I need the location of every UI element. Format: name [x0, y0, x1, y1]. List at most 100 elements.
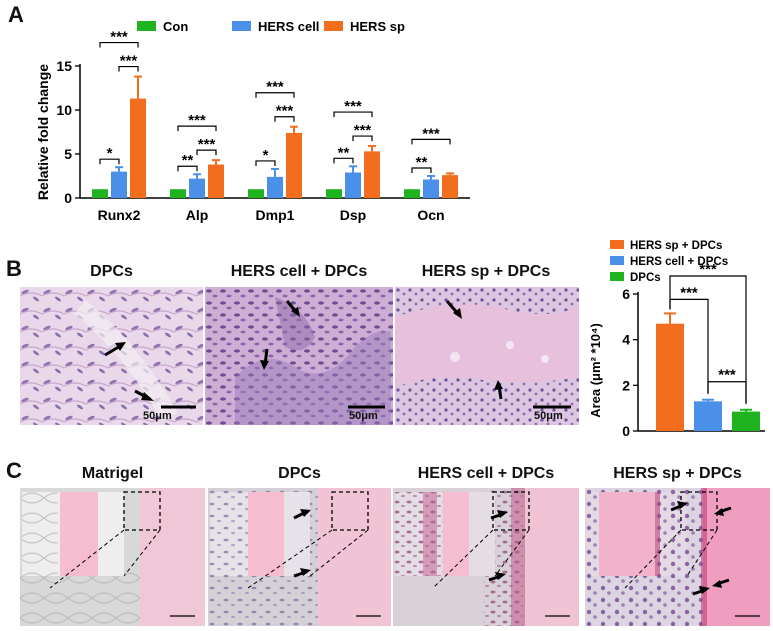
micrograph-b-hers-sp [395, 287, 579, 425]
x-tick-label: Ocn [417, 207, 444, 223]
y-tick-label: 2 [622, 377, 630, 393]
arrow-icon [260, 348, 269, 370]
significance-bracket [707, 381, 747, 404]
y-tick-label: 0 [622, 423, 630, 439]
significance-label: *** [198, 136, 216, 153]
micrograph-c-hers-sp [585, 488, 770, 626]
bar-hers-cell [111, 171, 127, 198]
significance-bracket [333, 111, 373, 118]
significance-bracket [99, 41, 139, 48]
panel-b-title-hers-cell: HERS cell + DPCs [230, 263, 368, 280]
arrow-icon [488, 572, 506, 582]
significance-bracket [118, 65, 139, 72]
panel-c-title-hers-cell: HERS cell + DPCs [417, 465, 555, 482]
bar-hers-sp [130, 98, 146, 198]
bar-hers-sp [208, 164, 224, 198]
arrow-icon [692, 586, 710, 596]
legend-swatch [610, 256, 624, 265]
bar-hers-cell [345, 172, 361, 198]
micrograph-c-hers-cell [393, 488, 579, 626]
arrow-icon [670, 501, 688, 512]
y-tick-label: 15 [56, 58, 72, 74]
significance-bracket [411, 138, 451, 145]
legend-swatch [137, 21, 156, 31]
significance-bracket [411, 167, 432, 173]
significance-label: *** [188, 112, 206, 129]
significance-label: ** [338, 144, 350, 161]
legend-label: HERS cell [258, 19, 319, 34]
legend-swatch [610, 272, 624, 281]
micrograph-c-dpcs [208, 488, 391, 626]
bar-hers-cell [267, 176, 283, 198]
bar-dpcs [732, 411, 760, 431]
significance-label: *** [120, 53, 138, 70]
panel-c-title-matrigel: Matrigel [81, 465, 144, 482]
y-tick-label: 5 [64, 146, 72, 162]
legend-label: HERS sp [350, 19, 405, 34]
significance-label: *** [718, 367, 736, 384]
significance-label: *** [110, 29, 128, 46]
bar-con [326, 189, 342, 198]
arrow-icon [293, 509, 311, 520]
legend-label: Con [163, 19, 188, 34]
significance-label: * [107, 145, 113, 162]
scale-label: 50μm [143, 410, 172, 422]
arrow-icon [494, 380, 503, 400]
x-tick-label: Runx2 [98, 207, 141, 223]
legend-label: HERS cell + DPCs [630, 256, 728, 268]
significance-label: *** [276, 103, 294, 120]
panel-letter-b: B [6, 256, 22, 281]
significance-bracket [177, 125, 217, 132]
significance-label: ** [416, 154, 428, 171]
bar-hers-sp-dpcs [656, 323, 684, 431]
legend-swatch [324, 21, 343, 31]
significance-bracket [333, 157, 354, 164]
significance-bracket [196, 149, 217, 156]
arrow-icon [293, 568, 311, 578]
significance-label: *** [266, 79, 284, 96]
x-tick-label: Alp [186, 207, 209, 223]
significance-bracket [177, 165, 198, 172]
chart-a: Con HERS cell HERS sp 0 5 10 15 Relative fold c… [35, 19, 470, 223]
y-axis-label: Area (μm² *10⁴) [588, 323, 603, 418]
legend-label: DPCs [630, 272, 661, 284]
panel-c-title-hers-sp: HERS sp + DPCs [613, 465, 742, 482]
significance-bracket [255, 160, 276, 166]
chart-b: HERS sp + DPCs HERS cell + DPCs DPCs 0 2 4 6 Ar… [588, 240, 765, 439]
significance-label: *** [354, 122, 372, 139]
bar-hers-cell [189, 178, 205, 198]
significance-bracket [352, 135, 373, 142]
arrow-icon [445, 300, 462, 319]
scale-label: 50μm [534, 410, 563, 422]
arrow-icon [104, 342, 126, 357]
bar-con [404, 189, 420, 198]
significance-bracket [99, 158, 120, 165]
arrow-icon [134, 389, 154, 401]
bar-hers-sp [286, 132, 302, 198]
arrow-icon [285, 300, 300, 317]
micrograph-c-matrigel [20, 488, 205, 626]
y-axis-label: Relative fold change [35, 64, 51, 200]
y-tick-label: 4 [622, 332, 630, 348]
y-tick-label: 6 [622, 286, 630, 302]
panel-letter-c: C [6, 458, 22, 483]
panel-b-title-dpcs: DPCs [90, 263, 133, 280]
arrow-icon [490, 510, 508, 520]
micrograph-b-hers-cell [205, 287, 393, 425]
bar-con [248, 189, 264, 198]
significance-bracket [274, 116, 295, 122]
micrograph-b-dpcs [20, 287, 203, 425]
x-tick-label: Dmp1 [256, 207, 295, 223]
bar-con [170, 189, 186, 198]
significance-label: *** [422, 125, 440, 142]
panel-b-title-hers-sp: HERS sp + DPCs [421, 263, 551, 280]
bar-con [92, 189, 108, 198]
y-tick-label: 10 [56, 102, 72, 118]
bar-hers-sp [442, 175, 458, 198]
scale-label: 50μm [349, 410, 378, 422]
arrow-icon [714, 506, 732, 516]
significance-label: *** [699, 261, 717, 278]
x-tick-label: Dsp [340, 207, 366, 223]
significance-label: *** [344, 98, 362, 115]
bar-hers-cell-dpcs [694, 401, 722, 431]
